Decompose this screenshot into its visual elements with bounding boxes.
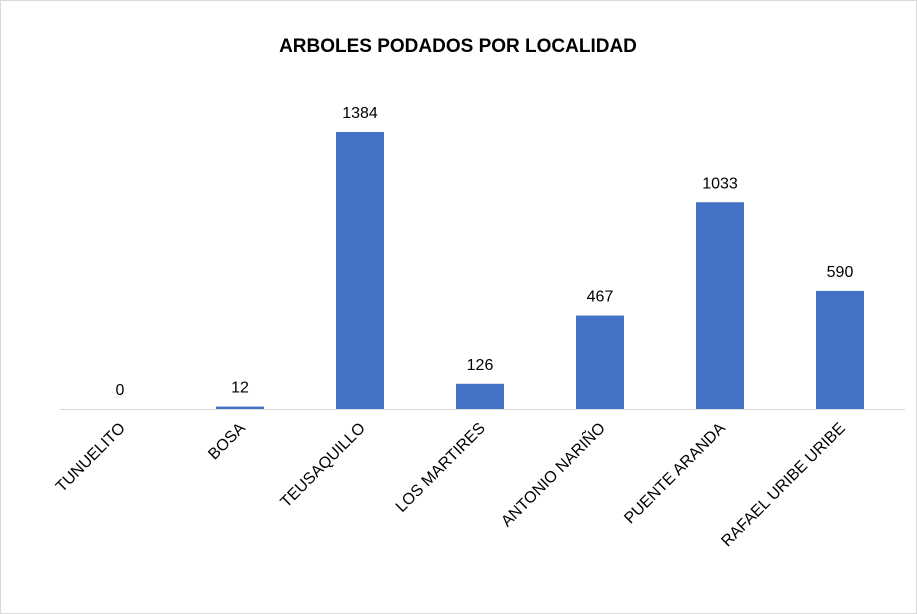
bar <box>456 383 504 409</box>
bar <box>336 132 384 409</box>
data-label: 467 <box>587 289 614 306</box>
data-label: 0 <box>116 382 125 399</box>
data-label: 12 <box>231 380 249 397</box>
data-label: 1384 <box>342 105 378 122</box>
chart-title: ARBOLES PODADOS POR LOCALIDAD <box>279 36 637 57</box>
data-label: 1033 <box>702 175 738 192</box>
bar <box>696 202 744 409</box>
bar <box>816 290 864 409</box>
data-label: 126 <box>467 357 494 374</box>
bar <box>576 315 624 409</box>
data-label: 590 <box>827 264 854 281</box>
bar <box>216 406 264 409</box>
